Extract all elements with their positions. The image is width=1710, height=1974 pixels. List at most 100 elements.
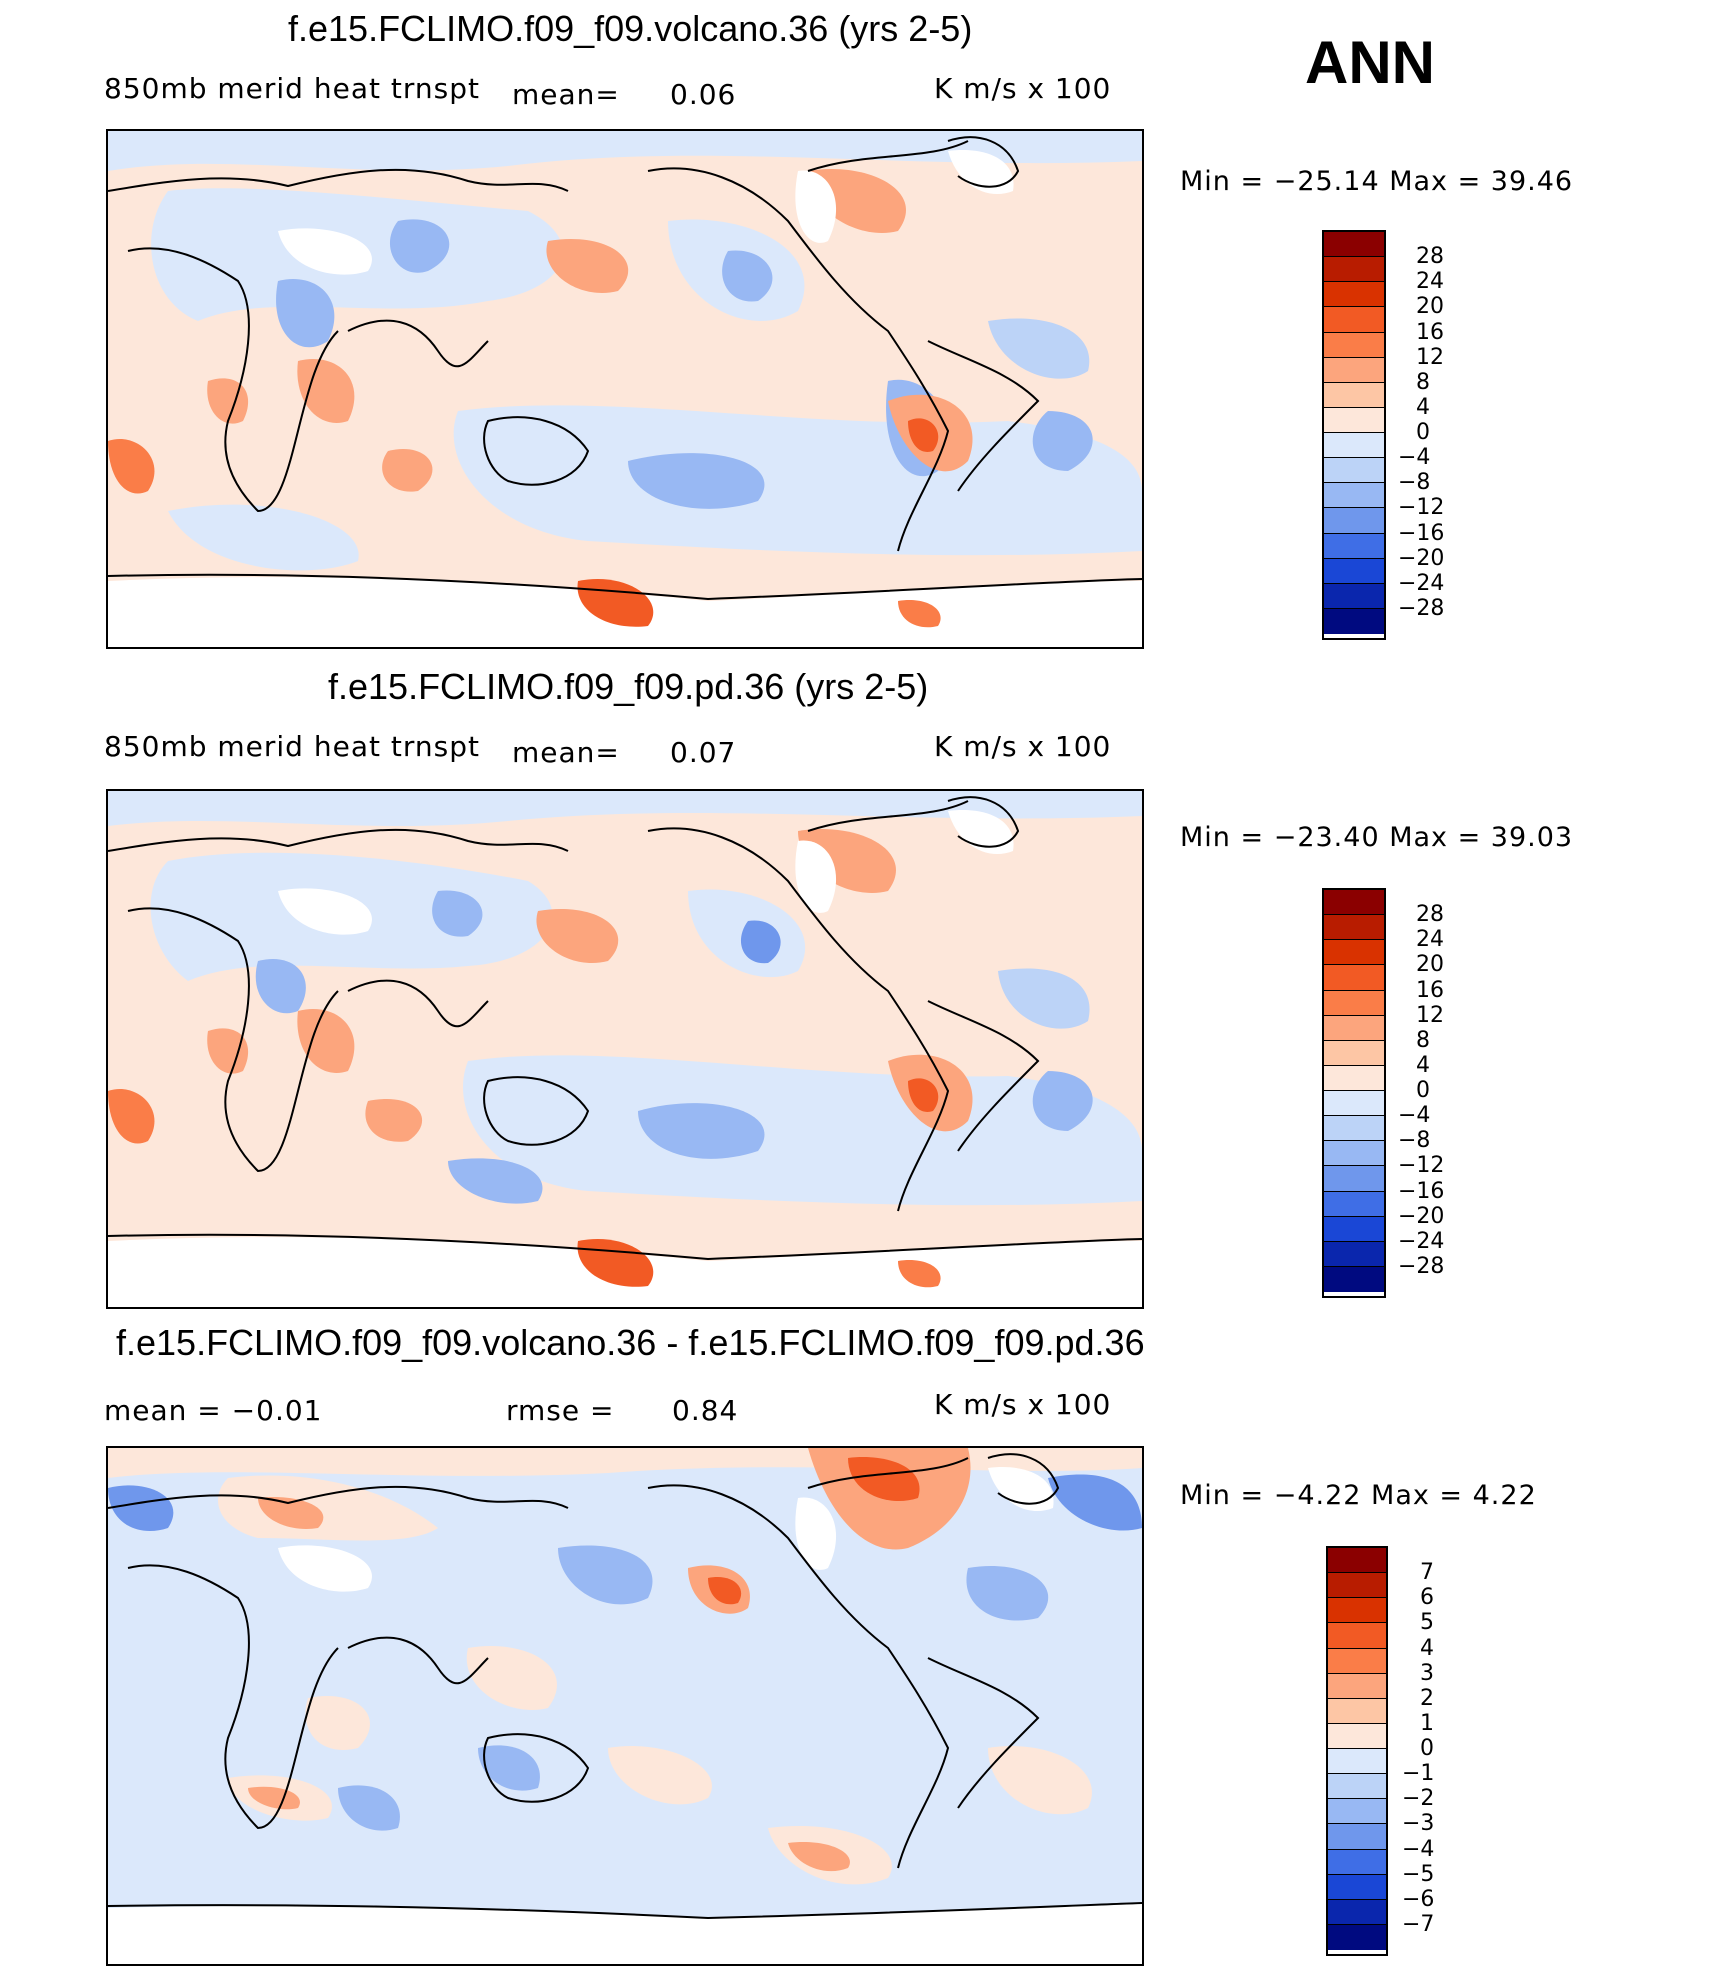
colorbar-segment bbox=[1324, 1241, 1384, 1267]
colorbar-label: −4 bbox=[1398, 445, 1431, 471]
colorbar-segment bbox=[1328, 1899, 1386, 1925]
colorbar-segment bbox=[1328, 1874, 1386, 1900]
colorbar-segment bbox=[1324, 990, 1384, 1016]
colorbar-segment bbox=[1328, 1673, 1386, 1699]
colorbar-segment bbox=[1324, 965, 1384, 991]
colorbar-segment bbox=[1324, 332, 1384, 358]
panel3-map-field bbox=[108, 1448, 1142, 1964]
panel2-map bbox=[106, 789, 1144, 1309]
colorbar-segment bbox=[1328, 1723, 1386, 1749]
panel3-colorbar: 7 6 5 4 3 2 1 0 −1 −2 −3 −4 −5 −6 −7 bbox=[1326, 1546, 1434, 1956]
colorbar-segment bbox=[1324, 1015, 1384, 1041]
panel2-colorbar: 28 24 20 16 12 8 4 0 −4 −8 −12 −16 −20 −24 −28 bbox=[1322, 888, 1444, 1298]
colorbar-segment bbox=[1324, 940, 1384, 966]
colorbar-segment bbox=[1324, 1191, 1384, 1217]
colorbar-label: 0 bbox=[1420, 1736, 1434, 1761]
colorbar-label: −8 bbox=[1398, 1128, 1431, 1154]
colorbar-label: −6 bbox=[1402, 1886, 1435, 1912]
colorbar-label: 3 bbox=[1420, 1660, 1434, 1686]
colorbar-label: 0 bbox=[1416, 420, 1430, 445]
colorbar-segment bbox=[1328, 1648, 1386, 1674]
panel1-colorbar: 28 24 20 16 12 8 4 0 −4 −8 −12 −16 −20 −24 −28 bbox=[1322, 230, 1444, 640]
colorbar-label: −28 bbox=[1398, 1253, 1445, 1279]
panel2-minmax: Min = −23.40 Max = 39.03 bbox=[1180, 822, 1574, 853]
colorbar-segment bbox=[1324, 1116, 1384, 1142]
colorbar-label: 1 bbox=[1420, 1710, 1434, 1736]
colorbar-label: 24 bbox=[1416, 927, 1444, 953]
panel1-map-field bbox=[108, 131, 1142, 647]
panel1-mean-value: 0.06 bbox=[670, 78, 737, 111]
panel2-map-field bbox=[108, 791, 1142, 1307]
colorbar-label: 4 bbox=[1416, 1052, 1430, 1078]
colorbar-segment bbox=[1324, 1040, 1384, 1066]
colorbar-label: −8 bbox=[1398, 470, 1431, 496]
colorbar-label: −3 bbox=[1402, 1811, 1435, 1837]
panel1-mean-label: mean= bbox=[512, 78, 620, 111]
colorbar-segment bbox=[1324, 407, 1384, 433]
colorbar-label: −4 bbox=[1398, 1103, 1431, 1129]
colorbar-segment bbox=[1324, 558, 1384, 584]
panel1-variable-label: 850mb merid heat trnspt bbox=[104, 72, 480, 105]
colorbar-segment bbox=[1324, 1166, 1384, 1192]
colorbar-segment bbox=[1324, 508, 1384, 534]
colorbar-label: 12 bbox=[1416, 1002, 1444, 1028]
panel1-map bbox=[106, 129, 1144, 649]
colorbar-label: 7 bbox=[1420, 1560, 1434, 1586]
panel3-minmax: Min = −4.22 Max = 4.22 bbox=[1180, 1480, 1537, 1511]
colorbar-label: 4 bbox=[1420, 1635, 1434, 1661]
colorbar-segment bbox=[1328, 1623, 1386, 1649]
colorbar-segment bbox=[1328, 1698, 1386, 1724]
colorbar-label: −12 bbox=[1398, 495, 1445, 521]
colorbar-segment bbox=[1328, 1799, 1386, 1825]
panel2-mean-value: 0.07 bbox=[670, 736, 737, 769]
colorbar-segment bbox=[1324, 232, 1384, 258]
panel3-title: f.e15.FCLIMO.f09_f09.volcano.36 - f.e15.… bbox=[116, 1322, 1145, 1363]
panel2-variable-label: 850mb merid heat trnspt bbox=[104, 730, 480, 763]
panel2-units: K m/s x 100 bbox=[934, 730, 1112, 763]
colorbar-segment bbox=[1324, 533, 1384, 559]
colorbar-label: 2 bbox=[1420, 1685, 1434, 1711]
colorbar-segment bbox=[1328, 1598, 1386, 1624]
panel3-rmse-value: 0.84 bbox=[672, 1394, 739, 1427]
colorbar-label: 0 bbox=[1416, 1078, 1430, 1103]
colorbar-label: 28 bbox=[1416, 244, 1444, 270]
colorbar-segment bbox=[1328, 1924, 1386, 1950]
colorbar-label: 20 bbox=[1416, 952, 1444, 978]
colorbar-label: −24 bbox=[1398, 570, 1445, 596]
panel3-map bbox=[106, 1446, 1144, 1966]
colorbar-label: 4 bbox=[1416, 394, 1430, 420]
colorbar-label: −20 bbox=[1398, 545, 1445, 571]
panel3-mean-label: mean = −0.01 bbox=[104, 1394, 323, 1427]
colorbar-label: 5 bbox=[1420, 1610, 1434, 1636]
colorbar-label: −1 bbox=[1402, 1761, 1435, 1787]
colorbar-segment bbox=[1328, 1548, 1386, 1574]
colorbar-segment bbox=[1328, 1573, 1386, 1599]
colorbar-label: −2 bbox=[1402, 1786, 1435, 1812]
colorbar-segment bbox=[1324, 1065, 1384, 1091]
colorbar-segment bbox=[1324, 282, 1384, 308]
colorbar-label: 20 bbox=[1416, 294, 1444, 320]
colorbar-segment bbox=[1324, 257, 1384, 283]
colorbar-segment bbox=[1324, 915, 1384, 941]
panel3-units: K m/s x 100 bbox=[934, 1388, 1112, 1421]
colorbar-segment bbox=[1324, 1091, 1384, 1117]
colorbar-label: 16 bbox=[1416, 977, 1444, 1003]
colorbar-segment bbox=[1328, 1774, 1386, 1800]
colorbar-label: −20 bbox=[1398, 1203, 1445, 1229]
panel1-title: f.e15.FCLIMO.f09_f09.volcano.36 (yrs 2-5… bbox=[288, 8, 973, 49]
colorbar-label: 8 bbox=[1416, 1027, 1430, 1053]
colorbar-segment bbox=[1324, 1216, 1384, 1242]
colorbar-segment bbox=[1324, 357, 1384, 383]
colorbar-label: 12 bbox=[1416, 344, 1444, 370]
panel1-minmax: Min = −25.14 Max = 39.46 bbox=[1180, 166, 1574, 197]
colorbar-segment bbox=[1324, 608, 1384, 634]
colorbar-label: −4 bbox=[1402, 1836, 1435, 1862]
season-label: ANN bbox=[1305, 29, 1435, 96]
colorbar-label: 16 bbox=[1416, 319, 1444, 345]
colorbar-segment bbox=[1324, 1141, 1384, 1167]
colorbar-segment bbox=[1324, 483, 1384, 509]
colorbar-label: −16 bbox=[1398, 1178, 1445, 1204]
colorbar-segment bbox=[1324, 1266, 1384, 1292]
colorbar-label: 28 bbox=[1416, 902, 1444, 928]
colorbar-segment bbox=[1324, 307, 1384, 333]
